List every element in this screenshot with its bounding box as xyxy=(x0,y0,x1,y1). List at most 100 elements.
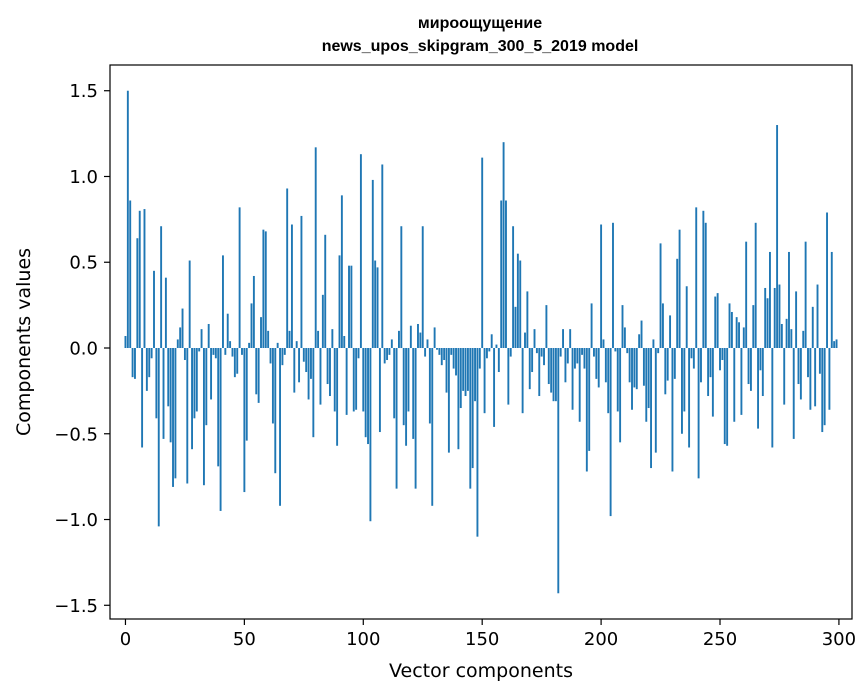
bar xyxy=(236,348,239,374)
x-axis-label: Vector components xyxy=(389,660,573,682)
x-tick-label: 300 xyxy=(822,629,856,650)
bar xyxy=(407,348,410,412)
bar xyxy=(733,348,736,422)
bar xyxy=(343,336,346,349)
bar xyxy=(260,317,262,348)
bar xyxy=(797,348,800,385)
bar xyxy=(583,348,586,369)
bar xyxy=(466,348,469,391)
bar xyxy=(222,255,224,348)
bar xyxy=(485,348,488,359)
x-tick-label: 0 xyxy=(120,629,131,650)
bar xyxy=(371,179,374,349)
bar xyxy=(521,348,524,414)
bar xyxy=(326,348,329,385)
bar xyxy=(747,348,750,385)
bar xyxy=(345,348,348,415)
bar xyxy=(535,348,538,354)
bar xyxy=(248,342,251,349)
bar xyxy=(231,348,234,357)
bar xyxy=(333,348,336,412)
y-tick-label: 1.0 xyxy=(69,167,98,188)
x-tick-label: 250 xyxy=(703,629,737,650)
bar xyxy=(702,210,705,348)
bar xyxy=(723,348,726,445)
bar xyxy=(198,348,201,352)
bar xyxy=(188,260,191,348)
bar xyxy=(138,210,141,348)
bar xyxy=(329,348,331,397)
bar xyxy=(552,348,555,402)
bar xyxy=(288,330,291,348)
bar xyxy=(564,348,567,383)
chart-subtitle: news_upos_skipgram_300_5_2019 model xyxy=(322,38,639,55)
x-tick-label: 200 xyxy=(584,629,618,650)
bar xyxy=(155,348,158,419)
bar xyxy=(490,334,493,348)
bar xyxy=(809,348,812,410)
bar xyxy=(167,348,170,407)
y-tick-label: −1.5 xyxy=(54,596,98,617)
bar xyxy=(398,330,400,348)
bar xyxy=(785,318,788,349)
bar xyxy=(626,348,629,354)
bar xyxy=(554,348,557,402)
bar xyxy=(640,320,643,348)
bar xyxy=(664,348,667,395)
bar xyxy=(195,348,198,412)
bar xyxy=(176,339,179,349)
bar xyxy=(160,226,163,349)
bar xyxy=(707,348,710,397)
bar xyxy=(302,348,305,362)
bar xyxy=(771,348,774,448)
bar xyxy=(317,330,320,348)
bar xyxy=(719,348,721,371)
bar xyxy=(602,339,605,349)
bar xyxy=(274,348,277,474)
bar xyxy=(464,348,467,397)
bar xyxy=(588,348,591,451)
bar xyxy=(348,265,350,348)
bar xyxy=(814,348,817,407)
x-tick-label: 50 xyxy=(233,629,256,650)
bar xyxy=(628,348,631,383)
bar xyxy=(657,348,660,354)
bar xyxy=(804,241,807,348)
bar xyxy=(690,348,693,359)
bar xyxy=(219,348,222,511)
bar xyxy=(507,348,510,405)
bar xyxy=(126,90,129,349)
bar xyxy=(331,329,334,349)
bar xyxy=(226,313,229,348)
bar xyxy=(495,344,498,348)
bar xyxy=(252,275,255,349)
bar xyxy=(619,348,622,443)
bar xyxy=(200,329,203,349)
y-tick-label: 0.0 xyxy=(69,339,98,360)
bar xyxy=(183,348,186,361)
bar xyxy=(134,348,136,379)
bar xyxy=(704,222,707,349)
bar xyxy=(659,243,662,349)
bar xyxy=(669,315,672,348)
bar xyxy=(217,348,220,467)
bar xyxy=(207,323,210,348)
y-axis: −1.5 −1.0 −0.5 0.0 0.5 1.0 1.5 xyxy=(54,81,110,617)
bar xyxy=(264,231,267,348)
bar xyxy=(728,303,731,348)
bar xyxy=(776,125,779,348)
bar xyxy=(355,348,358,410)
bar xyxy=(816,284,819,348)
bar xyxy=(766,298,769,348)
bar xyxy=(172,348,174,487)
bar xyxy=(673,348,676,379)
bar xyxy=(616,348,619,412)
bar xyxy=(400,226,403,349)
bar xyxy=(433,327,436,348)
bar xyxy=(676,258,679,348)
bar xyxy=(262,229,265,349)
bar xyxy=(369,348,372,522)
bar xyxy=(150,348,153,359)
bar xyxy=(412,348,415,439)
bar xyxy=(293,348,296,393)
